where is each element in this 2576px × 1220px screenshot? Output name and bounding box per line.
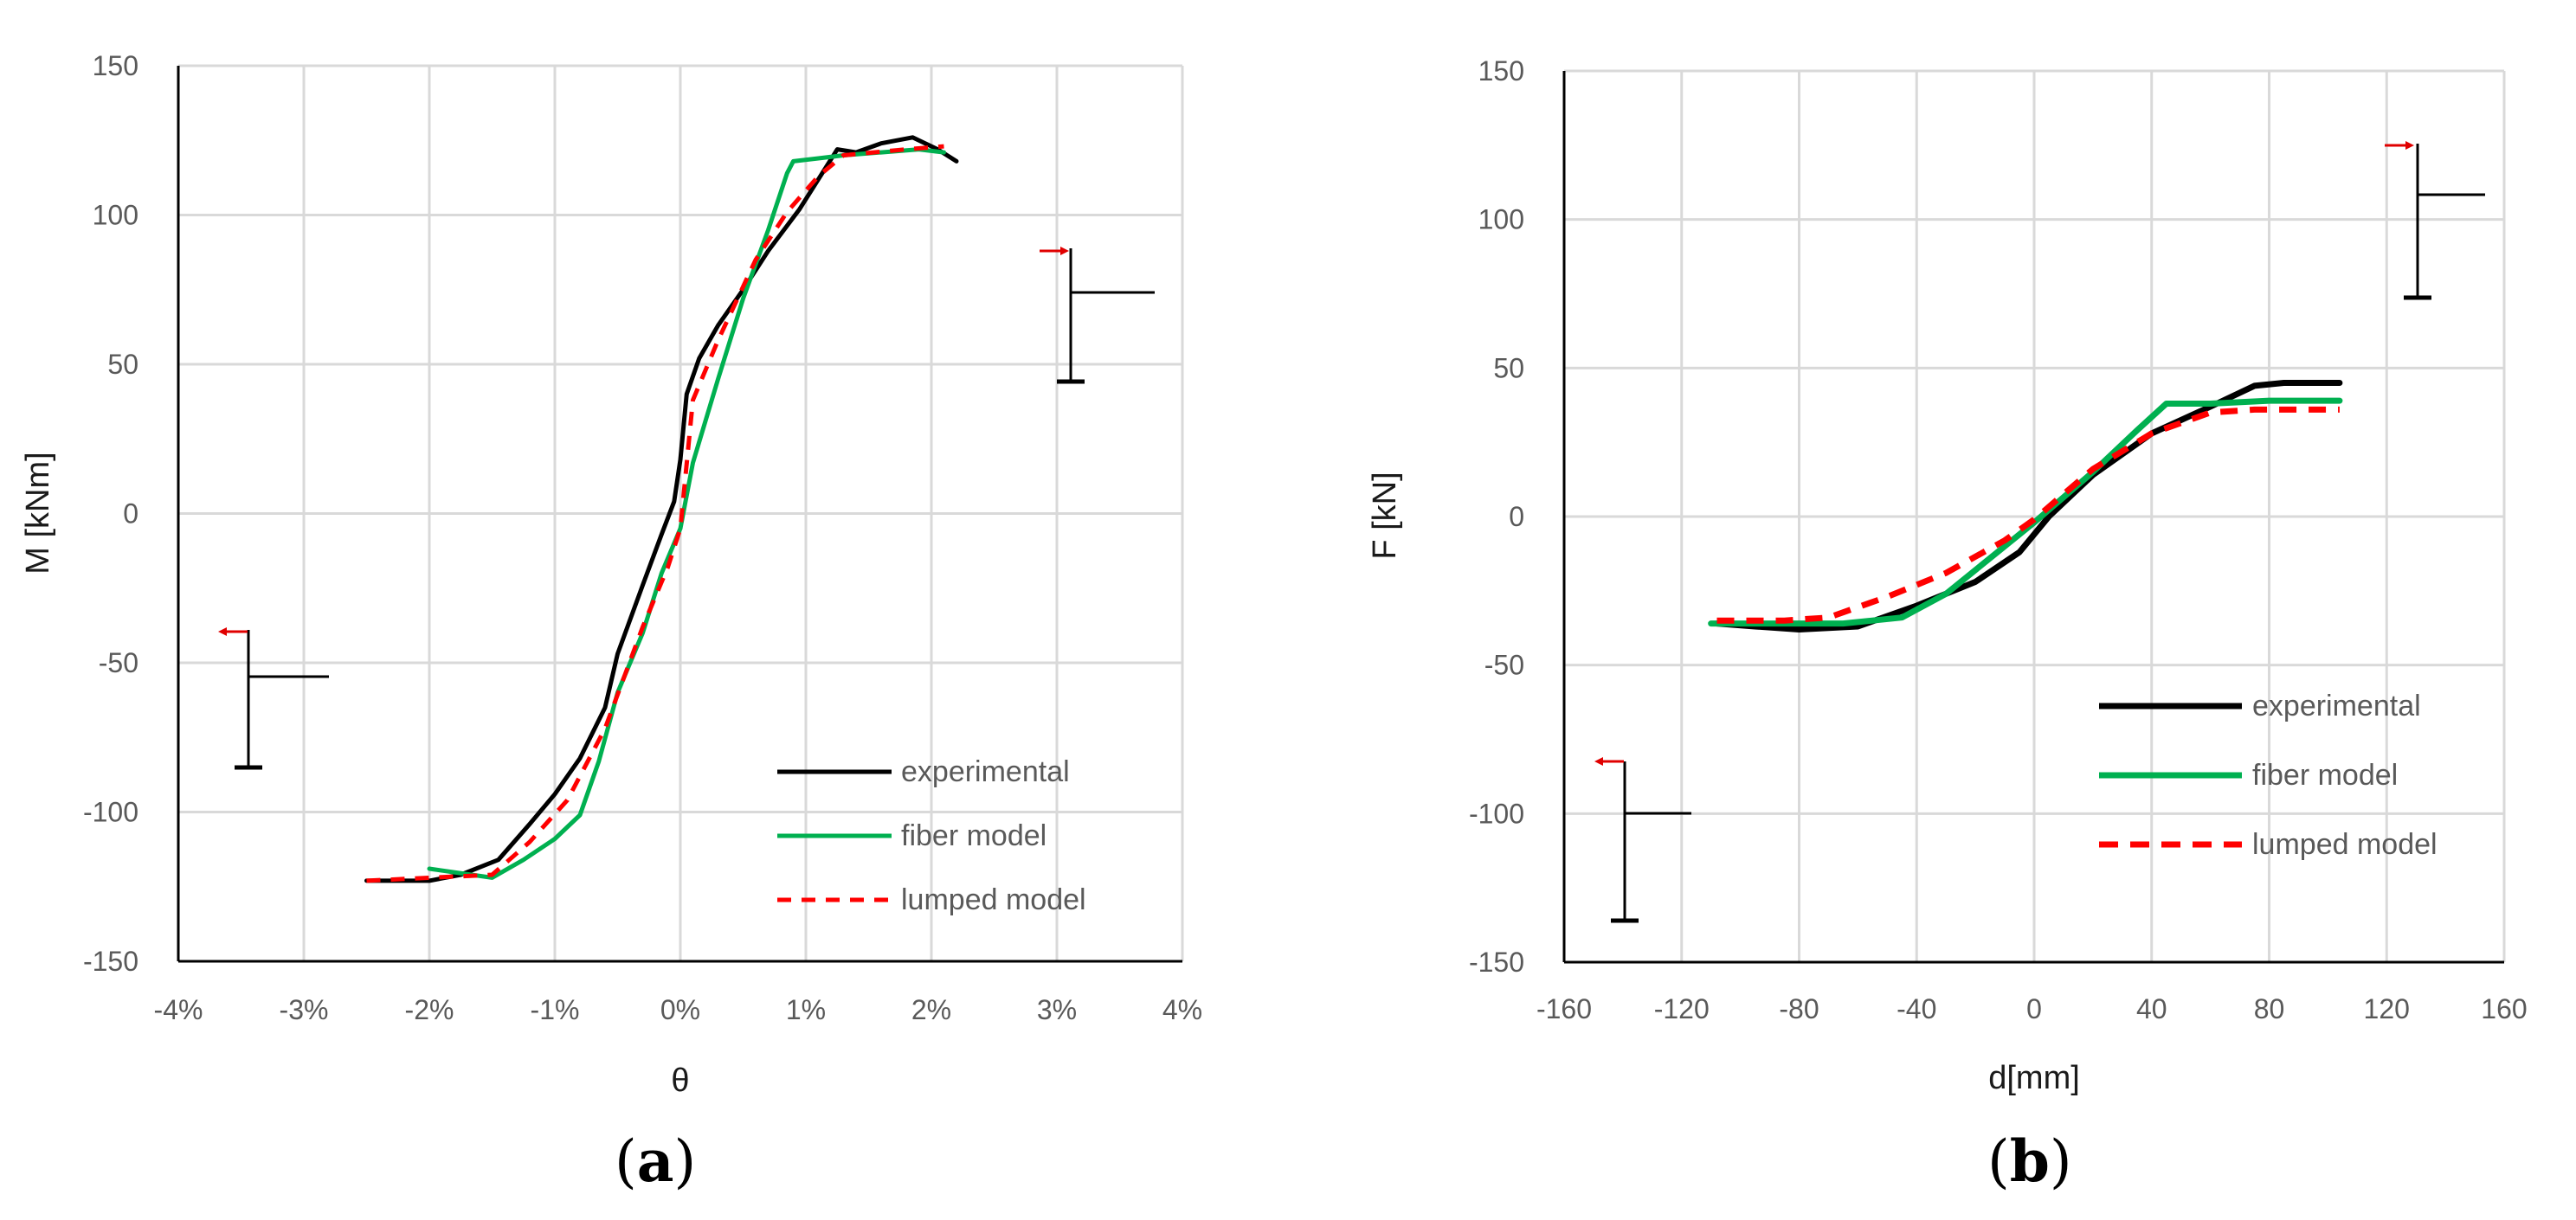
x-tick-label: -1%: [531, 994, 580, 1025]
series-line-lumped-model: [366, 144, 944, 883]
x-tick-label: -120: [1654, 993, 1710, 1024]
series-line-lumped-model: [1716, 406, 2340, 624]
y-axis-title: M [kNm]: [20, 452, 56, 574]
load-schematic-icon: [218, 627, 329, 770]
x-tick-label: 3%: [1037, 994, 1077, 1025]
y-axis-title: F [kN]: [1367, 472, 1403, 559]
y-tick-label: -100: [1469, 798, 1524, 829]
y-tick-label: -50: [99, 647, 138, 678]
x-tick-label: -3%: [280, 994, 329, 1025]
x-tick-label: 1%: [786, 994, 826, 1025]
legend: experimental fiber model lumped model: [2099, 690, 2438, 861]
x-tick-label: 0%: [660, 994, 700, 1025]
legend: experimental fiber model lumped model: [777, 755, 1086, 916]
series-line-experimental: [1714, 380, 2343, 632]
arrow-head-icon: [2405, 141, 2414, 150]
y-tick-label: 150: [93, 50, 138, 81]
panel-label: (b): [1987, 1127, 2072, 1195]
load-schematic-icon: [1040, 247, 1155, 384]
y-tick-label: 50: [107, 349, 138, 380]
chart-a: -4% -3% -2% -1% 0% 1% 2% 3% 4% 150 100 50 0 -50 -100 -1…: [20, 50, 1202, 1195]
y-tick-label: 150: [1478, 55, 1524, 87]
load-schematic-icon: [2385, 141, 2485, 300]
x-tick-label: -80: [1779, 993, 1819, 1024]
legend-label: lumped model: [901, 883, 1086, 916]
x-tick-label: -40: [1897, 993, 1936, 1024]
x-tick-label: 2%: [911, 994, 951, 1025]
y-tick-label: 50: [1493, 352, 1524, 383]
x-axis-title: d[mm]: [1988, 1060, 2080, 1096]
legend-label: fiber model: [901, 819, 1046, 852]
series-line-fiber-model: [427, 147, 946, 880]
arrow-head-icon: [1060, 247, 1069, 255]
load-schematic-icon: [1594, 757, 1691, 923]
x-tick-label: 40: [2136, 993, 2167, 1024]
y-tick-label: -150: [1469, 947, 1524, 978]
y-tick-label: 0: [123, 498, 138, 530]
x-tick-label: 80: [2254, 993, 2285, 1024]
arrow-head-icon: [218, 627, 227, 636]
x-tick-label: 120: [2364, 993, 2410, 1024]
x-tick-label: 0: [2026, 993, 2042, 1024]
legend-label: fiber model: [2252, 759, 2398, 792]
arrow-head-icon: [1594, 757, 1603, 766]
y-tick-label: 100: [93, 200, 138, 231]
legend-label: experimental: [2252, 690, 2421, 722]
y-tick-label: 100: [1478, 204, 1524, 235]
x-tick-label: 4%: [1162, 994, 1202, 1025]
chart-b: -160 -120 -80 -40 0 40 80 120 160 150 100 50 0 -50 -10…: [1367, 55, 2528, 1195]
x-tick-label: -2%: [405, 994, 454, 1025]
legend-label: experimental: [901, 755, 1070, 788]
y-tick-label: -50: [1484, 650, 1524, 681]
legend-label: lumped model: [2252, 828, 2438, 861]
x-tick-label: -4%: [154, 994, 203, 1025]
series-line-fiber-model: [1708, 397, 2343, 627]
y-tick-label: -150: [83, 946, 138, 977]
x-axis-title: θ: [671, 1063, 689, 1099]
panel-label: (a): [615, 1127, 696, 1195]
x-tick-label: 160: [2481, 993, 2527, 1024]
y-tick-label: 0: [1509, 501, 1524, 532]
series-line-experimental: [364, 135, 959, 883]
x-tick-label: -160: [1536, 993, 1592, 1024]
y-tick-label: -100: [83, 797, 138, 828]
